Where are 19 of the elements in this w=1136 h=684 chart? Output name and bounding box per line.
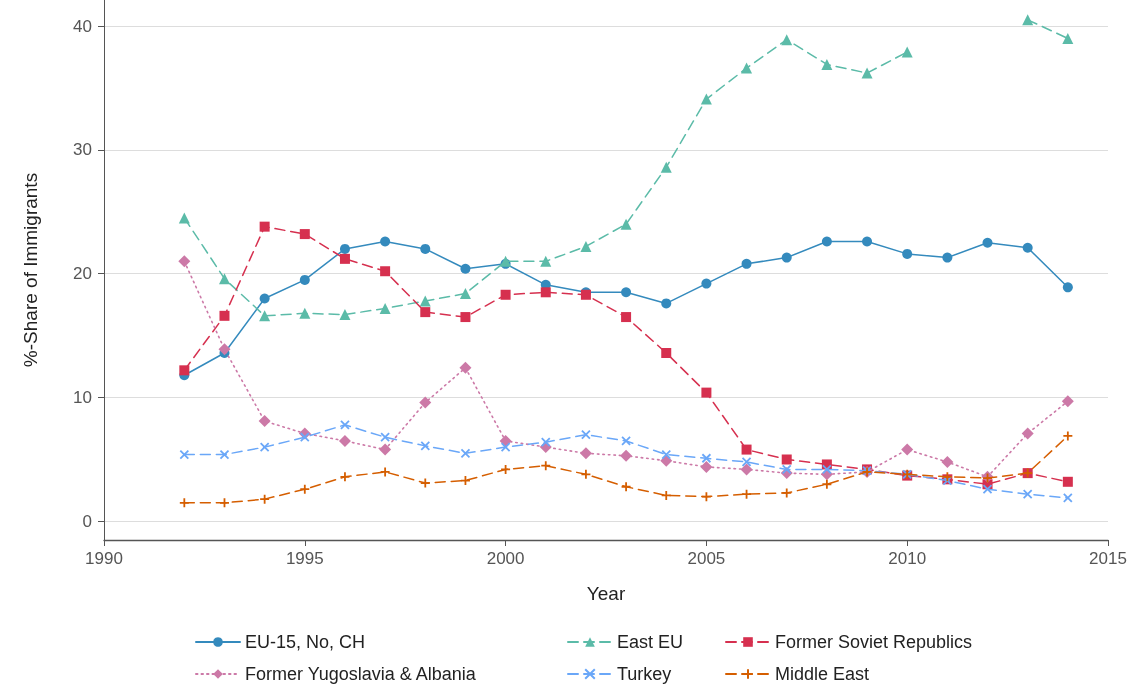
x-tick-label: 1995 xyxy=(285,549,324,568)
legend-label: Former Yugoslavia & Albania xyxy=(245,664,477,684)
y-tick-label: 10 xyxy=(73,388,92,408)
x-tick-label: 2005 xyxy=(687,549,726,568)
y-tick-label: 40 xyxy=(73,16,92,36)
x-tick-label: 2010 xyxy=(888,549,927,568)
legend-label: EU-15, No, CH xyxy=(245,632,366,652)
x-tick-label: 1990 xyxy=(85,549,123,568)
x-axis-title: Year xyxy=(586,583,626,604)
x-tick-label: 2000 xyxy=(486,549,525,568)
legend-label: Middle East xyxy=(775,664,870,684)
legend-label: Former Soviet Republics xyxy=(775,632,973,652)
legend-label: Turkey xyxy=(617,664,672,684)
legend-label: East EU xyxy=(617,632,684,652)
y-tick-label: 20 xyxy=(73,264,92,284)
y-tick-label: 30 xyxy=(73,140,92,160)
y-tick-label: 0 xyxy=(82,511,92,531)
x-tick-label: 2015 xyxy=(1089,549,1127,568)
y-axis-title: %-Share of Immigrants xyxy=(20,172,41,368)
